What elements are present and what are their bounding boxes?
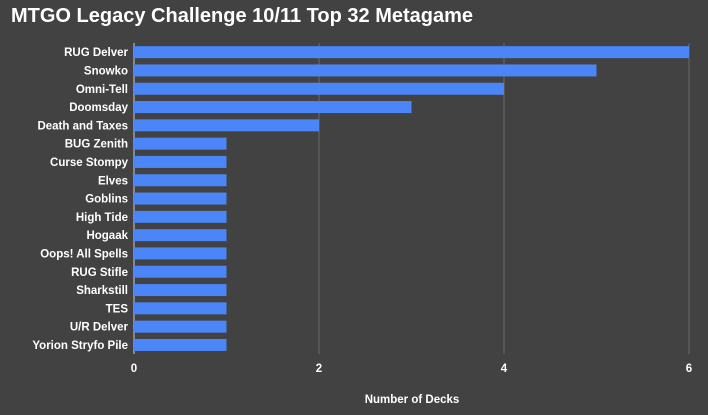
bar	[134, 64, 597, 77]
category-label: Doomsday	[69, 102, 128, 114]
category-label: BUG Zenith	[65, 139, 128, 151]
category-label: TES	[106, 303, 129, 315]
x-tick-label: 2	[316, 363, 322, 375]
category-label: Sharkstill	[76, 285, 128, 297]
bar	[134, 284, 227, 297]
x-tick-labels: 0 2 4 6	[131, 363, 692, 375]
chart-title: MTGO Legacy Challenge 10/11 Top 32 Metag…	[11, 5, 474, 27]
category-label: Snowko	[84, 65, 128, 77]
category-label: Elves	[98, 175, 128, 187]
bar	[134, 302, 227, 315]
bar	[134, 229, 227, 242]
bar	[134, 174, 227, 187]
category-label: Yorion Stryfo Pile	[32, 340, 128, 352]
category-label: U/R Delver	[70, 322, 129, 334]
category-label: Omni-Tell	[76, 84, 128, 96]
bar	[134, 155, 227, 168]
bar	[134, 338, 227, 351]
category-label: Oops! All Spells	[40, 248, 128, 260]
bars	[134, 46, 689, 351]
x-tick-label: 6	[686, 363, 692, 375]
x-tick-label: 0	[131, 363, 137, 375]
category-label: RUG Delver	[64, 47, 128, 59]
bar	[134, 101, 412, 114]
bar	[134, 210, 227, 223]
bar	[134, 82, 504, 95]
category-label: Goblins	[85, 194, 128, 206]
bar	[134, 265, 227, 278]
bar	[134, 137, 227, 150]
category-labels: RUG Delver Snowko Omni-Tell Doomsday Death a…	[32, 47, 128, 352]
x-tick-label: 4	[501, 363, 508, 375]
category-label: Curse Stompy	[50, 157, 129, 169]
bar	[134, 192, 227, 205]
category-label: Death and Taxes	[37, 120, 128, 132]
bar	[134, 320, 227, 333]
category-label: Hogaak	[86, 230, 128, 242]
category-label: High Tide	[76, 212, 128, 224]
x-axis-title: Number of Decks	[365, 394, 460, 406]
category-label: RUG Stifle	[71, 267, 128, 279]
bar	[134, 46, 689, 59]
bar	[134, 247, 227, 260]
bar	[134, 119, 319, 132]
